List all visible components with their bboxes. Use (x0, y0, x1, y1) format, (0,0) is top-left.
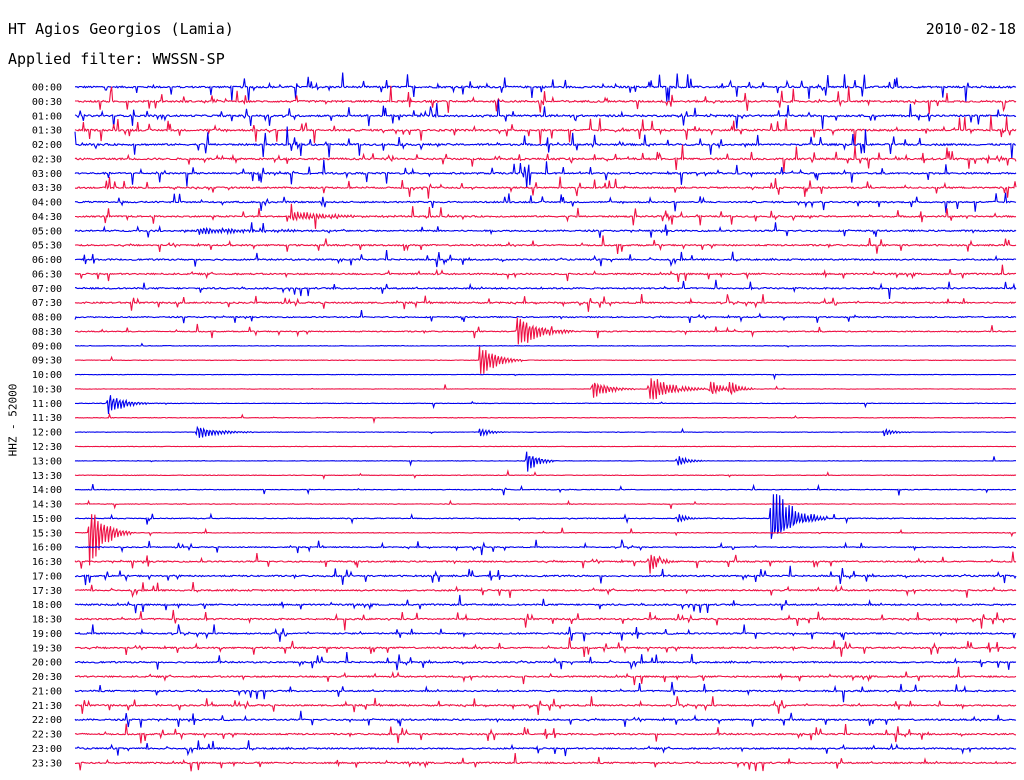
trace-row (74, 740, 1017, 757)
record-date: 2010-02-18 (925, 20, 1016, 38)
trace-row (75, 752, 1017, 772)
trace-row (74, 126, 1016, 159)
trace-row (74, 469, 1017, 480)
time-label: 04:00 (32, 198, 62, 209)
trace-row (74, 425, 1017, 438)
trace-row (74, 144, 1017, 173)
trace-row (74, 624, 1017, 642)
time-label: 07:30 (32, 298, 62, 309)
trace-row (74, 594, 1017, 614)
trace-row (74, 551, 1017, 574)
trace-row (74, 483, 1017, 496)
time-label: 09:30 (32, 356, 62, 367)
trace-row (75, 514, 1017, 566)
time-label: 03:00 (32, 169, 62, 180)
time-label: 20:00 (32, 658, 62, 669)
trace-row (74, 723, 1016, 744)
trace-row (75, 395, 1016, 415)
trace-row (74, 582, 1017, 599)
time-label: 11:30 (32, 413, 62, 424)
time-label: 00:30 (32, 97, 62, 108)
time-label: 01:30 (32, 126, 62, 137)
time-label: 17:00 (32, 571, 62, 582)
time-label: 08:30 (32, 327, 62, 338)
trace-row (74, 294, 1017, 312)
trace-row (74, 115, 1017, 146)
time-label: 04:30 (32, 212, 62, 223)
time-label: 09:00 (32, 341, 62, 352)
trace-row (74, 565, 1017, 586)
time-label: 18:00 (32, 600, 62, 611)
time-label: 22:00 (32, 715, 62, 726)
trace-row (74, 176, 1017, 199)
time-label: 03:30 (32, 183, 62, 194)
trace-row (74, 681, 1017, 703)
trace-row (75, 539, 1016, 556)
trace-row (74, 499, 1017, 510)
time-label: 13:30 (32, 471, 62, 482)
trace-row (74, 317, 1017, 345)
trace-row (74, 249, 1017, 268)
time-label: 15:30 (32, 528, 62, 539)
trace-row (74, 494, 1017, 539)
trace-row (74, 192, 1017, 213)
trace-row (74, 159, 1017, 188)
trace-row (74, 652, 1017, 671)
trace-row (75, 412, 1017, 424)
time-label: 19:30 (32, 643, 62, 654)
time-label: 17:30 (32, 586, 62, 597)
time-label: 10:00 (32, 370, 62, 381)
trace-row (74, 666, 1017, 686)
time-label: 15:00 (32, 514, 62, 525)
trace-row (74, 72, 1017, 103)
trace-row (74, 378, 1017, 400)
trace-row (74, 99, 1017, 129)
trace-row (74, 279, 1017, 299)
trace-row (74, 310, 1017, 324)
time-label: 14:30 (32, 500, 62, 511)
time-label: 07:00 (32, 284, 62, 295)
time-label: 19:00 (32, 629, 62, 640)
time-label: 08:00 (32, 313, 62, 324)
time-label: 06:00 (32, 255, 62, 266)
trace-row (75, 342, 1016, 348)
time-label: 22:30 (32, 730, 62, 741)
trace-row (74, 222, 1017, 238)
time-label: 02:30 (32, 154, 62, 165)
time-label: 13:00 (32, 456, 62, 467)
time-label: 21:30 (32, 701, 62, 712)
trace-row (74, 85, 1017, 115)
time-label: 02:00 (32, 140, 62, 151)
time-label: 10:30 (32, 384, 62, 395)
time-label: 01:00 (32, 111, 62, 122)
time-label: 20:30 (32, 672, 62, 683)
time-label: 14:00 (32, 485, 62, 496)
time-label: 00:00 (32, 83, 62, 94)
trace-row (74, 696, 1017, 715)
trace-row (75, 203, 1017, 229)
trace-row (74, 373, 1016, 381)
trace-row (74, 346, 1016, 374)
filter-label: Applied filter: WWSSN-SP (8, 50, 225, 68)
time-label: 23:30 (32, 758, 62, 769)
trace-row (74, 710, 1017, 728)
trace-row (74, 451, 1016, 472)
time-label: 23:00 (32, 744, 62, 755)
station-title: HT Agios Georgios (Lamia) (8, 20, 234, 38)
trace-row (74, 609, 1017, 631)
time-label: 18:30 (32, 615, 62, 626)
time-label: 12:00 (32, 428, 62, 439)
time-label: 05:30 (32, 241, 62, 252)
trace-row (74, 235, 1017, 254)
time-label: 16:00 (32, 543, 62, 554)
trace-row (74, 637, 1017, 658)
time-label: 12:30 (32, 442, 62, 453)
time-label: 11:00 (32, 399, 62, 410)
time-label: 21:00 (32, 686, 62, 697)
time-label: 16:30 (32, 557, 62, 568)
time-label: 05:00 (32, 226, 62, 237)
trace-row (74, 264, 1017, 282)
time-label: 06:30 (32, 269, 62, 280)
